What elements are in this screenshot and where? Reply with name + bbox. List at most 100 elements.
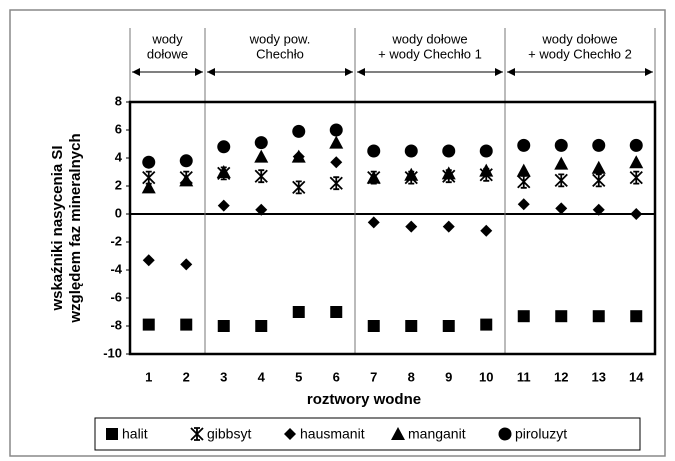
x-tick-label: 7 [370, 369, 377, 384]
marker [516, 163, 531, 177]
legend-marker [190, 427, 204, 441]
y-tick-label: 4 [115, 149, 123, 164]
y-tick-label: -6 [110, 289, 122, 304]
y-axis-label: wskaźniki nasycenia SI [49, 145, 66, 311]
legend-label: piroluzyt [515, 426, 567, 442]
marker [142, 318, 155, 331]
marker [441, 166, 456, 180]
x-tick-label: 8 [408, 369, 415, 384]
legend-box [94, 417, 641, 451]
marker [592, 203, 605, 216]
y-tick-label: 8 [115, 93, 122, 108]
legend-label: halit [122, 426, 148, 442]
marker [292, 180, 306, 195]
y-tick-label: 6 [115, 121, 122, 136]
group-label: wody dołowe [391, 31, 467, 46]
marker [366, 170, 381, 184]
marker [367, 320, 380, 332]
marker [629, 155, 644, 169]
marker [591, 160, 606, 174]
marker [254, 136, 268, 150]
marker [592, 310, 605, 323]
marker [291, 149, 306, 163]
marker [517, 198, 530, 211]
marker [629, 138, 643, 152]
marker [142, 254, 155, 267]
marker [592, 173, 606, 188]
marker [180, 318, 193, 331]
marker [405, 220, 418, 233]
marker [480, 318, 493, 331]
legend-marker [498, 427, 512, 441]
group-label: + wody Chechło 2 [528, 46, 632, 61]
marker [480, 224, 493, 237]
arrow-head [132, 68, 203, 76]
marker [367, 216, 380, 229]
marker [630, 208, 643, 220]
marker [180, 258, 193, 271]
marker [555, 202, 568, 215]
marker [329, 123, 343, 137]
x-tick-label: 3 [220, 369, 227, 384]
x-tick-label: 5 [295, 369, 302, 384]
x-tick-label: 4 [258, 369, 266, 384]
marker [442, 144, 456, 158]
marker [630, 310, 643, 323]
legend-label: gibbsyt [207, 426, 251, 442]
marker [592, 138, 606, 152]
x-axis-label: roztwory wodne [307, 391, 421, 408]
y-tick-label: -2 [110, 233, 122, 248]
y-axis-label: względem faz mineralnych [67, 133, 84, 323]
y-tick-label: -10 [103, 345, 122, 360]
marker [442, 320, 455, 332]
marker [254, 169, 268, 184]
group-label: Chechło [256, 46, 304, 61]
marker [517, 310, 530, 323]
y-tick-label: 0 [115, 205, 122, 220]
marker [405, 320, 418, 332]
marker [216, 165, 231, 178]
y-tick-label: -8 [110, 317, 122, 332]
x-tick-label: 12 [554, 369, 568, 384]
legend-marker [284, 428, 296, 440]
y-tick-label: -4 [110, 261, 122, 276]
marker [255, 203, 268, 216]
group-label: dołowe [147, 46, 188, 61]
marker [141, 180, 156, 194]
marker [479, 144, 493, 158]
marker [217, 320, 230, 332]
frame [9, 9, 666, 457]
marker [330, 306, 343, 318]
y-tick-label: 2 [115, 177, 122, 192]
marker [179, 173, 194, 187]
marker [517, 138, 531, 152]
marker [142, 155, 156, 169]
group-label: wody dołowe [541, 31, 617, 46]
marker [142, 170, 156, 185]
x-tick-label: 9 [445, 369, 452, 384]
marker [555, 310, 568, 323]
legend-label: manganit [408, 426, 466, 442]
x-tick-label: 10 [479, 369, 493, 384]
x-tick-label: 1 [145, 369, 152, 384]
marker [292, 124, 306, 138]
legend-label: hausmanit [300, 426, 365, 442]
marker [217, 140, 231, 154]
x-tick-label: 6 [333, 369, 340, 384]
plot-area [128, 100, 657, 356]
marker [442, 220, 455, 233]
marker [255, 320, 268, 332]
marker [554, 156, 569, 170]
x-tick-label: 2 [183, 369, 190, 384]
legend-marker [391, 427, 405, 440]
x-tick-label: 11 [517, 369, 531, 384]
marker [329, 135, 344, 149]
marker [254, 149, 269, 163]
marker [179, 154, 193, 168]
marker [292, 306, 305, 318]
marker [404, 167, 419, 181]
marker [330, 156, 343, 169]
marker [367, 144, 381, 158]
